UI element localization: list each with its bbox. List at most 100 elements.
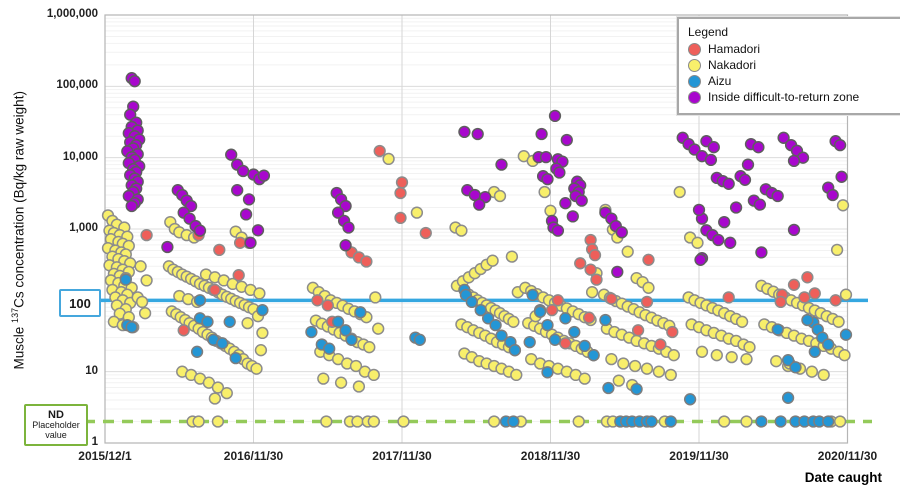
data-point-inside-difficult-to-return-zone xyxy=(752,141,765,154)
data-point-inside-difficult-to-return-zone xyxy=(125,199,138,213)
data-point-hamadori xyxy=(140,228,153,242)
data-point-inside-difficult-to-return-zone xyxy=(541,172,554,186)
data-point-inside-difficult-to-return-zone xyxy=(236,164,250,178)
data-point-inside-difficult-to-return-zone xyxy=(787,223,801,237)
data-point-nakadori xyxy=(382,152,395,166)
data-point-nakadori xyxy=(363,341,376,354)
data-point-hamadori xyxy=(545,303,559,317)
data-point-nakadori xyxy=(642,281,655,294)
data-point-hamadori xyxy=(631,324,645,337)
data-point-inside-difficult-to-return-zone xyxy=(712,233,725,247)
data-point-aizu xyxy=(413,333,426,346)
y-tick-label: 10,000 xyxy=(62,150,98,163)
data-point-aizu xyxy=(339,324,352,337)
x-tick-label: 2019/11/30 xyxy=(669,449,729,463)
data-point-inside-difficult-to-return-zone xyxy=(611,265,624,279)
data-point-nakadori xyxy=(253,287,266,300)
data-point-hamadori xyxy=(232,269,245,282)
data-point-aizu xyxy=(489,318,502,332)
data-point-hamadori xyxy=(774,295,787,309)
data-point-nakadori xyxy=(397,415,410,428)
data-point-aizu xyxy=(599,313,612,327)
data-point-nakadori xyxy=(455,224,468,237)
data-point-hamadori xyxy=(808,287,821,300)
data-point-aizu xyxy=(331,315,345,328)
data-point-aizu xyxy=(256,303,269,317)
legend-title: Legend xyxy=(688,25,729,39)
data-point-nakadori xyxy=(640,362,654,375)
data-point-inside-difficult-to-return-zone xyxy=(331,206,345,219)
data-point-inside-difficult-to-return-zone xyxy=(704,153,718,167)
data-point-nakadori xyxy=(220,386,233,400)
data-point-aizu xyxy=(125,321,138,334)
data-point-inside-difficult-to-return-zone xyxy=(738,173,752,186)
legend-color-chip xyxy=(688,58,701,72)
data-point-inside-difficult-to-return-zone xyxy=(787,154,801,168)
data-point-hamadori xyxy=(722,291,735,304)
data-point-inside-difficult-to-return-zone xyxy=(535,127,548,141)
data-point-aizu xyxy=(216,337,229,350)
data-point-nakadori xyxy=(673,185,686,199)
data-point-aizu xyxy=(771,323,784,336)
data-point-inside-difficult-to-return-zone xyxy=(575,194,588,207)
y-tick-label: 10 xyxy=(85,364,98,377)
data-point-aizu xyxy=(602,381,615,395)
data-point-inside-difficult-to-return-zone xyxy=(473,198,486,211)
nd-title: ND xyxy=(48,408,64,421)
data-point-aizu xyxy=(664,415,677,428)
data-point-inside-difficult-to-return-zone xyxy=(771,189,784,203)
data-point-nakadori xyxy=(710,349,723,362)
data-point-hamadori xyxy=(787,278,801,291)
data-point-nakadori xyxy=(725,350,738,364)
data-point-aizu xyxy=(781,354,795,367)
legend-item-aizu: Aizu xyxy=(688,74,900,88)
data-point-aizu xyxy=(526,288,539,302)
data-point-nakadori xyxy=(334,376,348,389)
data-point-nakadori xyxy=(369,291,382,304)
data-point-aizu xyxy=(345,333,358,346)
data-point-aizu xyxy=(190,345,204,358)
data-point-aizu xyxy=(781,391,795,404)
data-point-nakadori xyxy=(256,326,269,340)
data-point-aizu xyxy=(323,342,336,355)
data-point-inside-difficult-to-return-zone xyxy=(551,224,565,237)
data-point-aizu xyxy=(541,318,554,332)
data-point-inside-difficult-to-return-zone xyxy=(777,131,790,144)
data-point-nakadori xyxy=(493,189,507,203)
data-point-nakadori xyxy=(538,185,551,199)
data-point-inside-difficult-to-return-zone xyxy=(339,199,352,213)
data-point-nakadori xyxy=(664,368,677,382)
data-point-hamadori xyxy=(394,211,407,225)
data-point-inside-difficult-to-return-zone xyxy=(741,158,755,171)
data-point-inside-difficult-to-return-zone xyxy=(724,236,737,249)
data-point-aizu xyxy=(808,345,821,358)
legend-item-label: Inside difficult-to-return zone xyxy=(708,90,860,104)
data-point-aizu xyxy=(229,351,242,365)
data-point-aizu xyxy=(354,306,367,319)
data-point-nakadori xyxy=(138,307,152,320)
data-point-inside-difficult-to-return-zone xyxy=(539,150,553,164)
data-point-aizu xyxy=(789,361,802,374)
data-point-hamadori xyxy=(640,295,654,309)
data-point-hamadori xyxy=(654,338,667,351)
data-point-nakadori xyxy=(743,341,756,354)
data-point-aizu xyxy=(508,344,522,357)
data-point-inside-difficult-to-return-zone xyxy=(242,193,256,206)
data-point-inside-difficult-to-return-zone xyxy=(688,143,701,156)
data-point-hamadori xyxy=(395,176,409,189)
data-point-hamadori xyxy=(373,144,386,158)
data-point-nakadori xyxy=(628,359,642,373)
y-tick-label: 100,000 xyxy=(56,79,98,92)
data-point-nakadori xyxy=(510,368,523,382)
data-point-nakadori xyxy=(617,357,630,370)
data-point-nakadori xyxy=(486,254,499,267)
data-point-inside-difficult-to-return-zone xyxy=(694,253,707,266)
data-point-nakadori xyxy=(695,345,709,358)
data-point-nakadori xyxy=(652,365,666,378)
data-point-nakadori xyxy=(352,380,366,393)
x-tick-label: 2020/11/30 xyxy=(817,449,878,463)
data-point-hamadori xyxy=(551,294,565,307)
data-point-inside-difficult-to-return-zone xyxy=(722,177,735,190)
data-point-inside-difficult-to-return-zone xyxy=(835,170,848,183)
